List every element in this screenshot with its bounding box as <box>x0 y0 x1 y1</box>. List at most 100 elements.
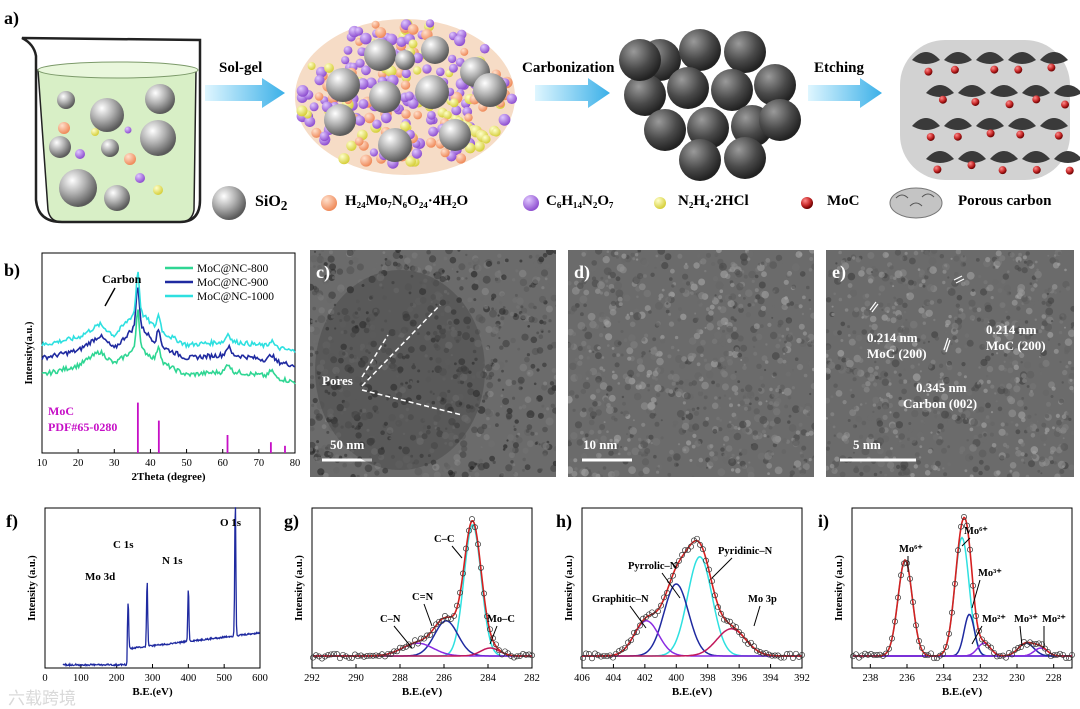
porous-carbon-cube <box>900 40 1080 180</box>
x-tick-label: 80 <box>290 458 301 469</box>
x-axis-label: 2Theta (degree) <box>131 471 205 483</box>
survey-peak-label: N 1s <box>162 555 183 567</box>
sio2-label: SiO2 <box>255 193 287 214</box>
x-tick-label: 234 <box>936 673 953 684</box>
x-tick-label: 300 <box>145 673 161 684</box>
spacing-1: 0.214 nm <box>867 330 918 346</box>
step-carbonization: Carbonization <box>522 60 615 77</box>
data-point <box>361 654 366 659</box>
x-axis-label: B.E.(eV) <box>942 686 983 698</box>
legend-label: MoC@NC-1000 <box>197 291 274 303</box>
data-point <box>595 653 600 658</box>
x-axis-label: B.E.(eV) <box>402 686 443 698</box>
data-point <box>871 653 876 658</box>
step-etching: Etching <box>814 60 864 77</box>
x-tick-label: 282 <box>524 673 540 684</box>
peak-arrow <box>712 558 732 578</box>
x-tick-label: 236 <box>899 673 915 684</box>
peak-label: Pyrrolic–N <box>628 561 678 572</box>
x-tick-label: 400 <box>180 673 196 684</box>
plane-2: MoC (200) <box>986 338 1046 354</box>
fit-component <box>853 615 1072 657</box>
x-tick-label: 398 <box>700 673 716 684</box>
x-tick-label: 30 <box>109 458 120 469</box>
peak-label: Mo²⁺ <box>982 614 1006 625</box>
peak-arrow <box>394 626 412 648</box>
x-tick-label: 500 <box>216 673 232 684</box>
hydrazine-marker <box>654 197 666 209</box>
peak-arrow <box>1020 626 1022 646</box>
x-tick-label: 288 <box>392 673 408 684</box>
ref-label-pdf: PDF#65-0280 <box>48 420 117 434</box>
x-tick-label: 100 <box>73 673 89 684</box>
pores-label: Pores <box>322 373 353 389</box>
survey-peak-label: O 1s <box>220 517 242 529</box>
composite-cluster <box>295 19 517 175</box>
x-tick-label: 290 <box>348 673 364 684</box>
x-tick-label: 284 <box>480 673 497 684</box>
x-tick-label: 286 <box>436 673 452 684</box>
x-tick-label: 0 <box>42 673 47 684</box>
plot-frame <box>45 508 260 668</box>
xps-c1s-chart: 292 290 288 286 284 282 B.E.(eV) Intensity (a.u… <box>272 500 542 706</box>
carbon-arrow <box>105 288 115 306</box>
citric-marker <box>523 195 539 211</box>
x-tick-label: 230 <box>1009 673 1025 684</box>
x-tick-label: 392 <box>794 673 810 684</box>
spacing-3: 0.345 nm <box>916 380 967 396</box>
legend-label: MoC@NC-900 <box>197 277 269 289</box>
x-tick-label: 40 <box>145 458 156 469</box>
hydrazine-label: N₂H₄·2HCl <box>678 193 749 210</box>
legend-label: MoC@NC-800 <box>197 263 269 275</box>
molybdate-marker <box>321 195 337 211</box>
reference-peak <box>158 421 160 453</box>
y-axis-label: Intensity (a.u.) <box>294 555 305 621</box>
y-axis-label: Intensity (a.u.) <box>27 555 38 621</box>
beaker <box>22 38 200 222</box>
y-axis-label: Intensity(a.u.) <box>24 321 35 385</box>
x-tick-label: 20 <box>73 458 84 469</box>
plot-frame <box>582 508 802 668</box>
x-tick-label: 292 <box>304 673 320 684</box>
carbon-spheres <box>619 29 801 181</box>
x-tick-label: 50 <box>181 458 192 469</box>
scale-c-label: 50 nm <box>330 437 364 453</box>
moc-label: MoC <box>827 193 860 210</box>
peak-label: Mo⁶⁺ <box>899 544 923 555</box>
x-tick-label: 600 <box>252 673 268 684</box>
molybdate-label: H₂₄Mo₇N₆O₂₄·4H₂O <box>345 193 468 210</box>
peak-label: C–C <box>434 534 454 545</box>
x-axis-label: B.E.(eV) <box>132 686 173 698</box>
peak-label: C=N <box>412 592 434 603</box>
y-axis-label: Intensity (a.u.) <box>834 555 845 621</box>
moc-marker <box>801 197 813 209</box>
step-solgel: Sol-gel <box>219 60 262 77</box>
reference-peak <box>227 435 229 453</box>
fit-component <box>582 557 802 656</box>
peak-arrow <box>754 606 760 626</box>
plane-3: Carbon (002) <box>903 396 977 412</box>
arrow-solgel <box>205 78 285 108</box>
arrow-carbonization <box>535 78 610 108</box>
peak-label: Mo 3p <box>748 594 777 605</box>
plot-frame <box>852 508 1072 668</box>
peak-label: Mo³⁺ <box>978 568 1002 579</box>
reference-peak <box>270 442 272 453</box>
ref-label-moc: MoC <box>48 404 74 418</box>
panel-c-label: c) <box>316 262 330 283</box>
scale-e-label: 5 nm <box>853 437 881 453</box>
x-tick-label: 60 <box>217 458 228 469</box>
porous-carbon-label: Porous carbon <box>958 193 1051 210</box>
lattice-mark <box>954 276 962 280</box>
watermark: 六载跨境 <box>8 684 76 709</box>
peak-label: Mo⁶⁺ <box>964 526 988 537</box>
spacing-2: 0.214 nm <box>986 322 1037 338</box>
peak-label: Graphitic–N <box>592 594 649 605</box>
x-tick-label: 400 <box>668 673 684 684</box>
carbon-annotation: Carbon <box>102 272 142 286</box>
peak-label: C–N <box>380 614 401 625</box>
data-point <box>325 653 330 658</box>
